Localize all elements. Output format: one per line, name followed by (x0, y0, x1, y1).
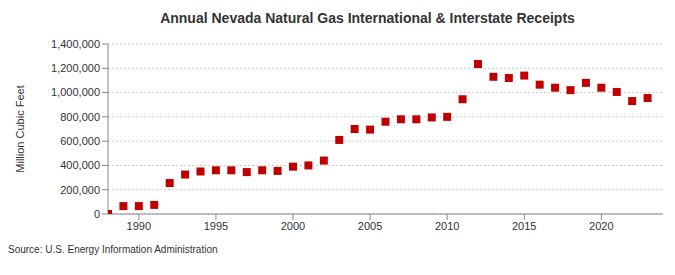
svg-text:800,000: 800,000 (60, 111, 100, 123)
svg-text:2000: 2000 (281, 220, 305, 232)
svg-text:Million Cubic Feet: Million Cubic Feet (14, 85, 26, 172)
svg-text:400,000: 400,000 (60, 159, 100, 171)
svg-text:2010: 2010 (435, 220, 459, 232)
html-text:Source: U.S. Energy Informatio: Source: U.S. Energy Information Administ… (8, 244, 218, 255)
svg-text:1,000,000: 1,000,000 (51, 86, 100, 98)
svg-text:1,200,000: 1,200,000 (51, 62, 100, 74)
svg-text:2020: 2020 (589, 220, 613, 232)
svg-text:2015: 2015 (512, 220, 536, 232)
svg-text:1990: 1990 (127, 220, 151, 232)
svg-text:600,000: 600,000 (60, 135, 100, 147)
svg-text:0: 0 (94, 208, 100, 220)
svg-text:200,000: 200,000 (60, 184, 100, 196)
svg-text:1995: 1995 (204, 220, 228, 232)
svg-text:2005: 2005 (358, 220, 382, 232)
svg-text:1,400,000: 1,400,000 (51, 38, 100, 50)
html-text:Annual Nevada Natural Gas Inte: Annual Nevada Natural Gas International … (160, 10, 575, 26)
